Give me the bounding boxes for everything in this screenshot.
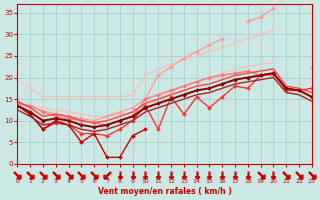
X-axis label: Vent moyen/en rafales ( km/h ): Vent moyen/en rafales ( km/h ) [98, 187, 231, 196]
